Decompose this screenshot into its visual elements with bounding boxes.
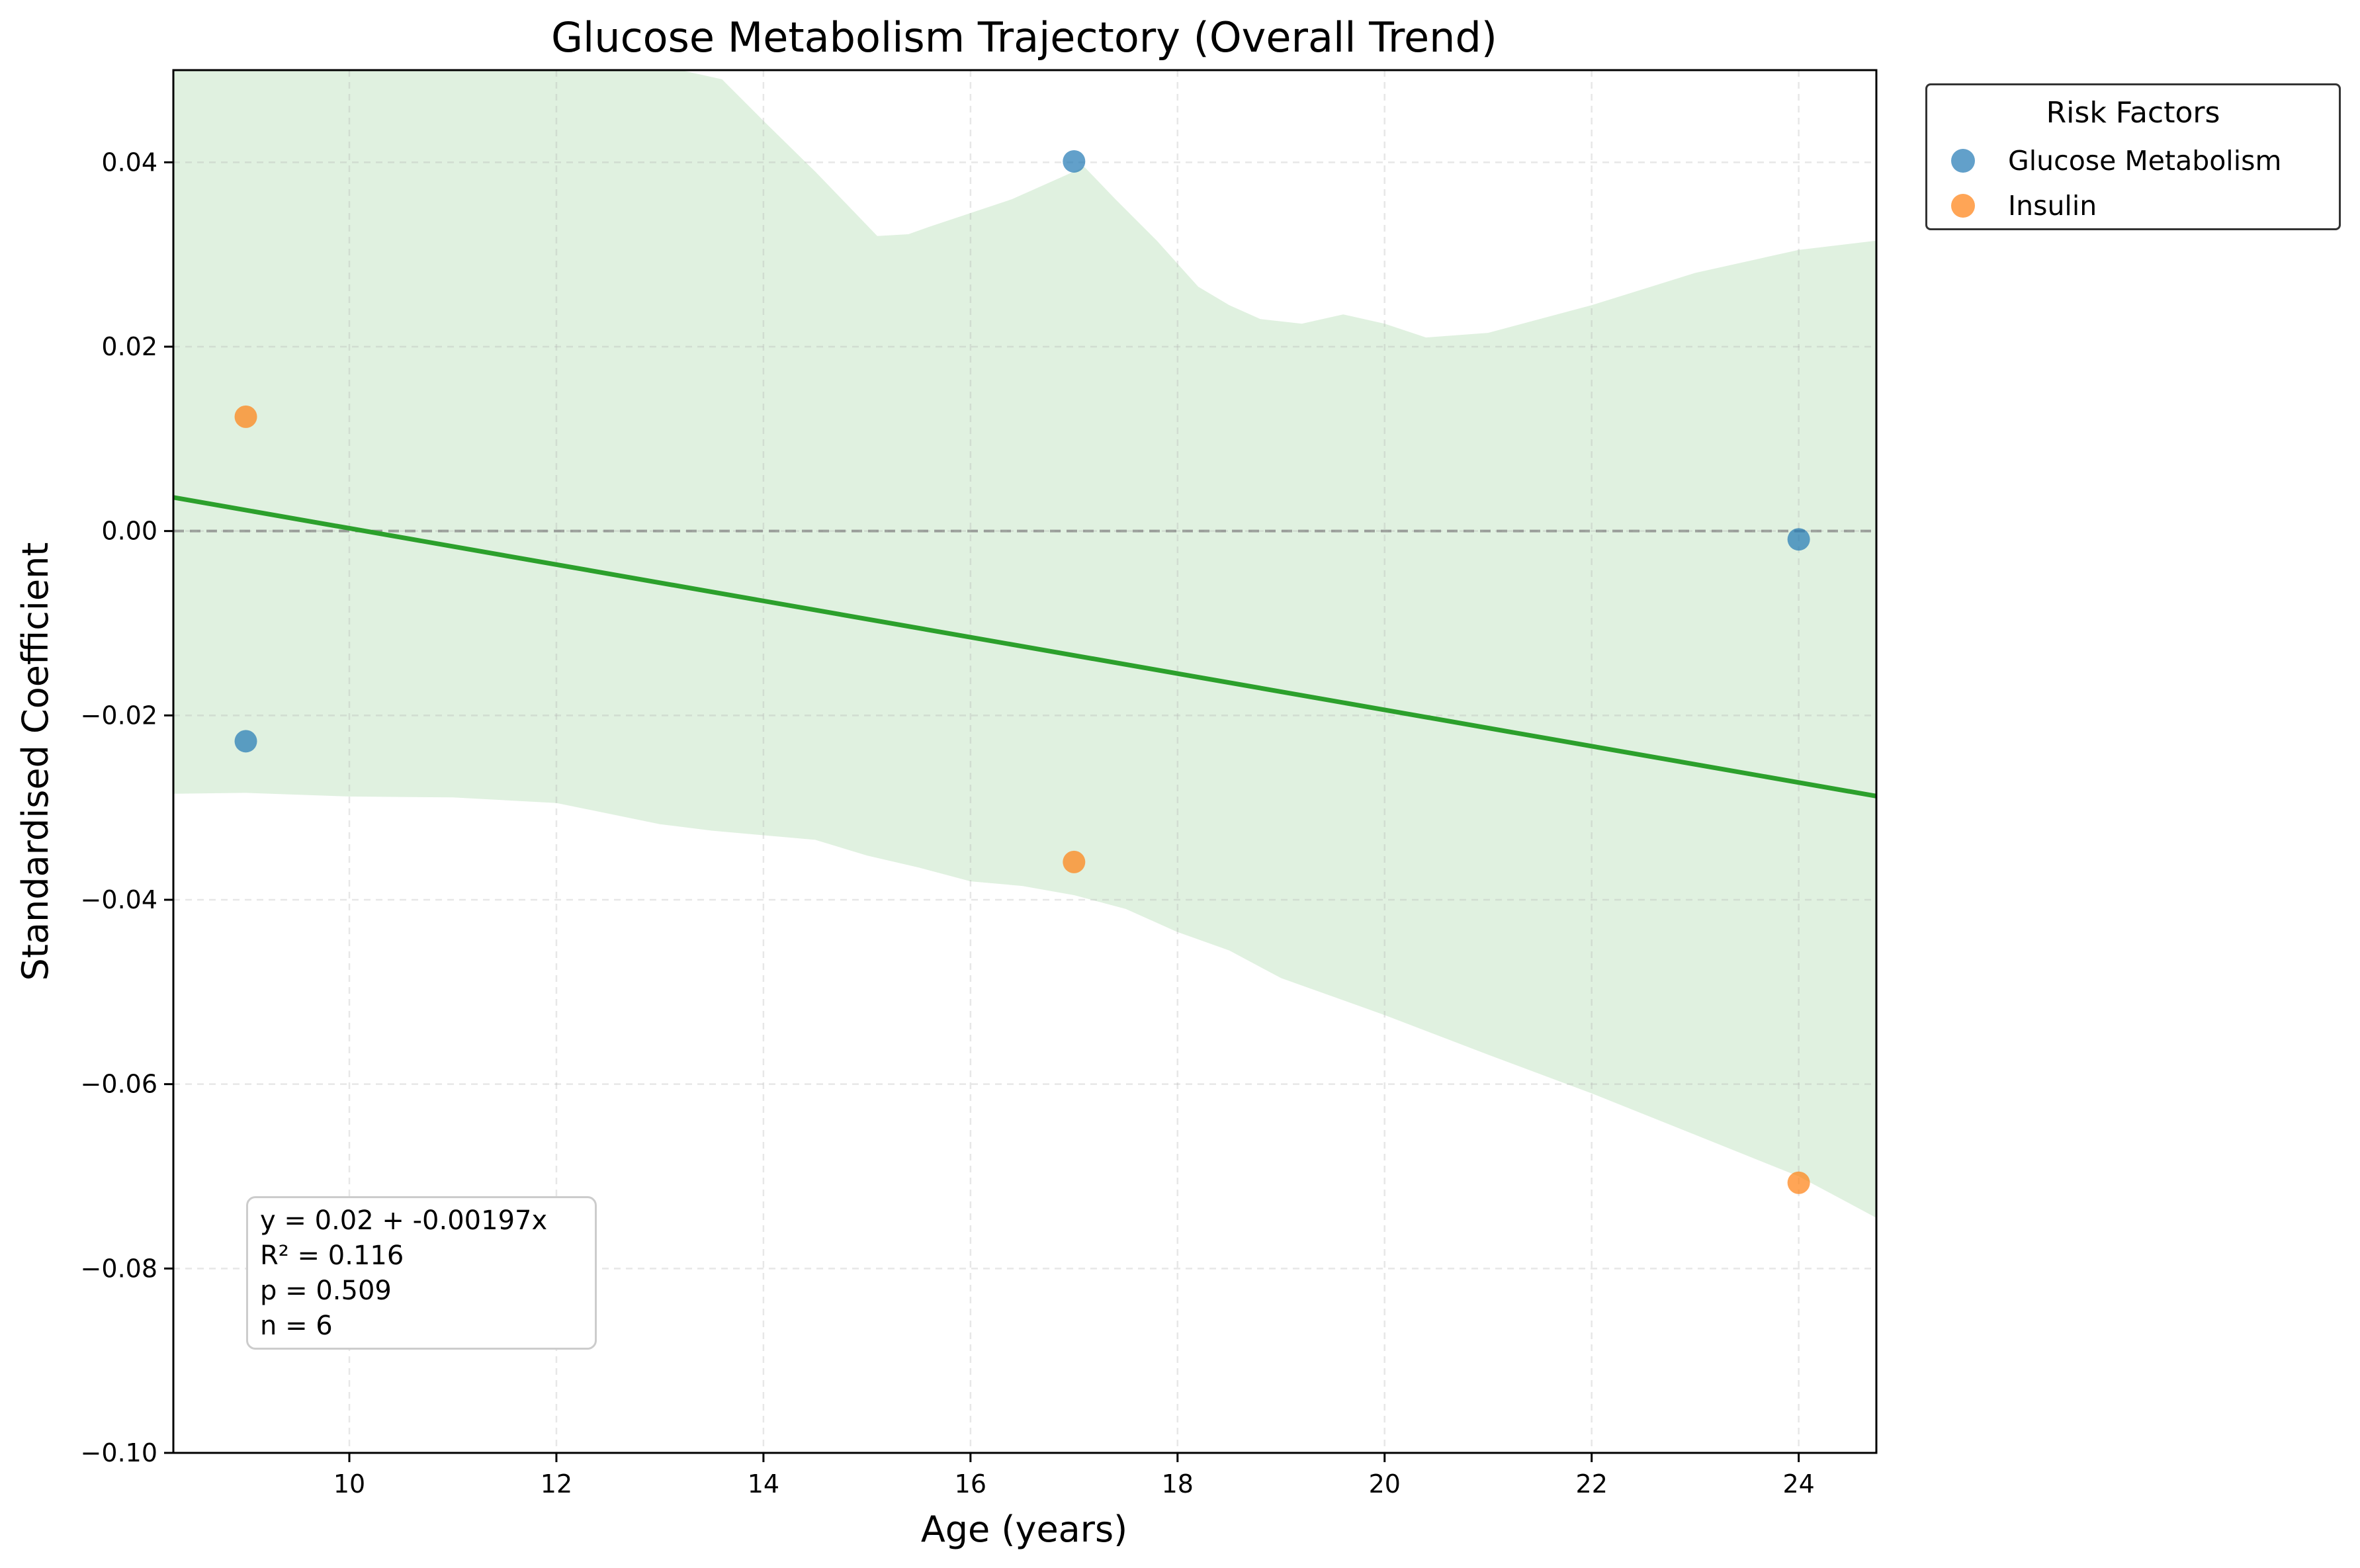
x-axis-ticks: 10 12 14 16 18 20 22 24 xyxy=(333,1453,1815,1499)
sample-size: n = 6 xyxy=(260,1311,333,1341)
point-glucose-metabolism xyxy=(1063,150,1086,173)
x-tick-label: 18 xyxy=(1162,1469,1194,1499)
legend-item-glucose-metabolism: Glucose Metabolism xyxy=(1951,141,2281,181)
legend-item-insulin: Insulin xyxy=(1951,186,2097,226)
x-tick-label: 10 xyxy=(333,1469,365,1499)
y-tick-label: −0.04 xyxy=(81,885,157,914)
chart-title: Glucose Metabolism Trajectory (Overall T… xyxy=(551,13,1497,62)
p-value: p = 0.509 xyxy=(260,1276,392,1306)
point-insulin xyxy=(234,405,257,428)
x-tick-label: 20 xyxy=(1369,1469,1401,1499)
legend-label-glucose-metabolism: Glucose Metabolism xyxy=(2008,145,2282,177)
y-tick-label: 0.02 xyxy=(101,332,157,361)
trend-line xyxy=(173,495,1877,799)
y-tick-label: −0.06 xyxy=(81,1070,157,1099)
x-tick-label: 14 xyxy=(748,1469,779,1499)
x-axis-label: Age (years) xyxy=(921,1508,1127,1550)
y-tick-label: 0.04 xyxy=(101,148,157,177)
x-tick-label: 16 xyxy=(955,1469,986,1499)
legend: Risk Factors Glucose Metabolism Insulin xyxy=(1925,83,2341,230)
x-tick-label: 12 xyxy=(541,1469,572,1499)
regression-stats-box: y = 0.02 + -0.00197x R² = 0.116 p = 0.50… xyxy=(246,1196,597,1350)
y-tick-label: −0.02 xyxy=(81,701,157,730)
legend-label-insulin: Insulin xyxy=(2008,190,2097,222)
point-glucose-metabolism xyxy=(234,730,257,753)
r-squared-value: R² = 0.116 xyxy=(260,1241,404,1271)
y-axis-label: Standardised Coefficient xyxy=(15,543,56,981)
x-tick-label: 22 xyxy=(1576,1469,1608,1499)
trend-line-layer xyxy=(173,495,1877,799)
point-insulin xyxy=(1787,1171,1810,1194)
confidence-band xyxy=(173,70,1876,1218)
y-tick-label: −0.08 xyxy=(81,1254,157,1283)
point-insulin xyxy=(1063,850,1086,873)
x-tick-label: 24 xyxy=(1782,1469,1814,1499)
plot-area-frame xyxy=(172,69,1878,1454)
legend-title: Risk Factors xyxy=(2046,96,2220,130)
regression-equation: y = 0.02 + -0.00197x xyxy=(260,1205,548,1236)
y-axis-ticks: −0.10 −0.08 −0.06 −0.04 −0.02 0.00 0.02 0.04 xyxy=(81,148,173,1467)
confidence-band-layer xyxy=(173,70,1876,1218)
y-tick-label: 0.00 xyxy=(101,517,157,546)
legend-marker-glucose-metabolism xyxy=(1951,149,1975,173)
data-point-layer xyxy=(234,150,1810,1194)
legend-marker-insulin xyxy=(1951,194,1975,218)
y-tick-label: −0.10 xyxy=(81,1438,157,1467)
point-glucose-metabolism xyxy=(1787,528,1810,551)
